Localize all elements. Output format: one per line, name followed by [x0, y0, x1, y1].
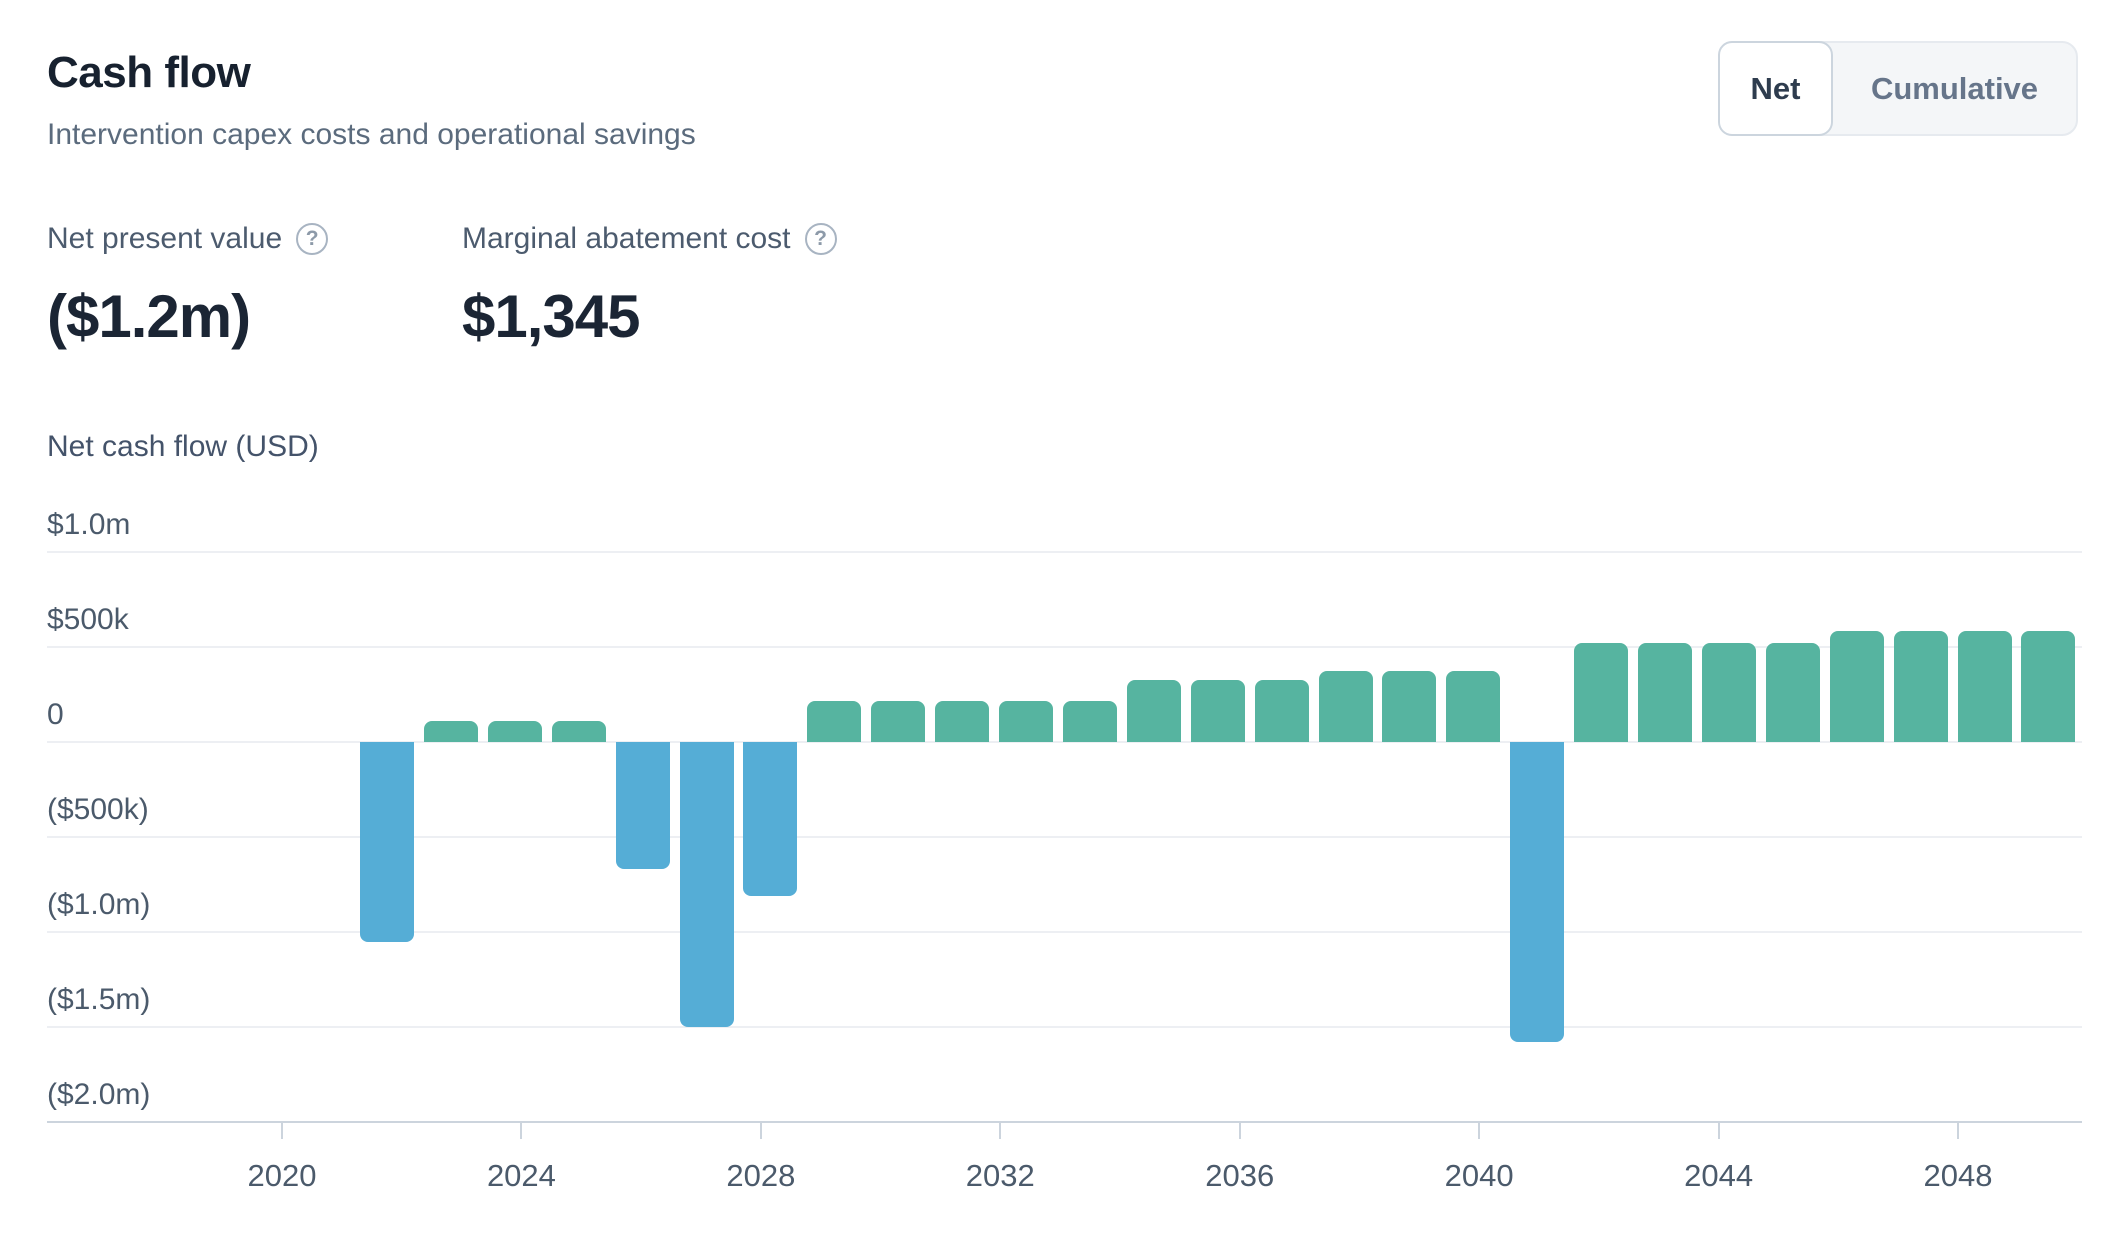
x-axis-tick [999, 1121, 1002, 1139]
x-axis-tick [1478, 1121, 1481, 1139]
question-circle-icon[interactable]: ? [804, 223, 837, 255]
x-axis-line [47, 1121, 2082, 1123]
x-axis-tick [281, 1121, 283, 1139]
chart-bar-2048[interactable] [2021, 630, 2076, 742]
toggle-option-net[interactable]: Net [1718, 41, 1833, 136]
chart-bar-2037[interactable] [1318, 670, 1373, 742]
chart-bar-2027[interactable] [679, 742, 734, 1027]
chart-bar-2040[interactable] [1510, 742, 1565, 1043]
metric-marginal-abatement-cost: Marginal abatement cost ? $1,345 [462, 222, 837, 351]
y-axis-tick-label: ($500k) [47, 793, 149, 826]
gridline [47, 741, 2082, 743]
metric-npv-value: ($1.2m) [47, 283, 251, 350]
chart-bar-2045[interactable] [1829, 630, 1884, 742]
gridline [47, 931, 2082, 933]
metric-net-present-value: Net present value ? ($1.2m) [47, 222, 329, 351]
x-axis-tick-label: 2048 [1923, 1158, 1993, 1193]
net-cumulative-toggle: Net Cumulative [1718, 41, 2078, 136]
metric-mac-label: Marginal abatement cost [462, 222, 791, 255]
y-axis-tick-label: 0 [47, 698, 64, 731]
chart-axis-title: Net cash flow (USD) [47, 430, 319, 463]
chart-bar-2046[interactable] [1893, 630, 1948, 742]
x-axis-tick-label: 2032 [965, 1158, 1035, 1193]
metric-mac-value: $1,345 [462, 283, 641, 350]
chart-bar-2024[interactable] [487, 721, 542, 742]
x-axis-tick [520, 1121, 523, 1139]
question-circle-icon[interactable]: ? [296, 223, 329, 255]
y-axis-tick-label: $500k [47, 603, 129, 636]
gridline [47, 646, 2082, 648]
y-axis-tick-label: $1.0m [47, 508, 131, 541]
chart-bar-2043[interactable] [1701, 643, 1756, 742]
chart-bar-2028[interactable] [743, 742, 798, 896]
x-axis-tick-label: 2040 [1444, 1158, 1514, 1193]
page-title: Cash flow [47, 48, 251, 97]
x-axis-tick [1238, 1121, 1241, 1139]
x-axis-tick-label: 2024 [486, 1158, 556, 1193]
chart-bar-2047[interactable] [1957, 630, 2012, 742]
chart-bar-2044[interactable] [1765, 643, 1820, 742]
x-axis-tick-label: 2028 [726, 1158, 796, 1193]
chart-bar-2041[interactable] [1574, 643, 1629, 742]
gridline [47, 1026, 2082, 1028]
metric-npv-label: Net present value [47, 222, 283, 255]
x-axis-tick [1717, 1121, 1720, 1139]
chart-bar-2038[interactable] [1382, 670, 1437, 742]
chart-bar-2031[interactable] [935, 701, 990, 742]
chart-bar-2039[interactable] [1446, 670, 1501, 742]
gridline [47, 836, 2082, 838]
chart-bar-2035[interactable] [1190, 680, 1245, 742]
x-axis-tick-label: 2036 [1205, 1158, 1275, 1193]
chart-bar-2025[interactable] [551, 721, 606, 742]
chart-bar-2042[interactable] [1638, 643, 1692, 742]
chart-bar-2026[interactable] [615, 742, 670, 870]
gridline [47, 551, 2082, 553]
y-axis-tick-label: ($1.0m) [47, 888, 151, 921]
chart-bar-2032[interactable] [999, 701, 1053, 742]
chart-bar-2033[interactable] [1062, 701, 1117, 742]
y-axis-tick-label: ($2.0m) [47, 1078, 151, 1111]
x-axis-tick-label: 2020 [247, 1158, 317, 1193]
x-axis-tick [1957, 1121, 1959, 1139]
chart-bar-2034[interactable] [1126, 680, 1181, 742]
y-axis-tick-label: ($1.5m) [47, 983, 151, 1016]
chart-bar-2022[interactable] [360, 742, 414, 942]
x-axis-tick-label: 2044 [1684, 1158, 1754, 1193]
chart-bar-2036[interactable] [1254, 680, 1309, 742]
chart-bar-2023[interactable] [423, 721, 478, 742]
toggle-option-cumulative[interactable]: Cumulative [1870, 70, 2039, 106]
chart-bar-2029[interactable] [807, 701, 862, 742]
x-axis-tick [759, 1121, 762, 1139]
page-subtitle: Intervention capex costs and operational… [47, 118, 696, 151]
chart-bar-2030[interactable] [871, 701, 926, 742]
